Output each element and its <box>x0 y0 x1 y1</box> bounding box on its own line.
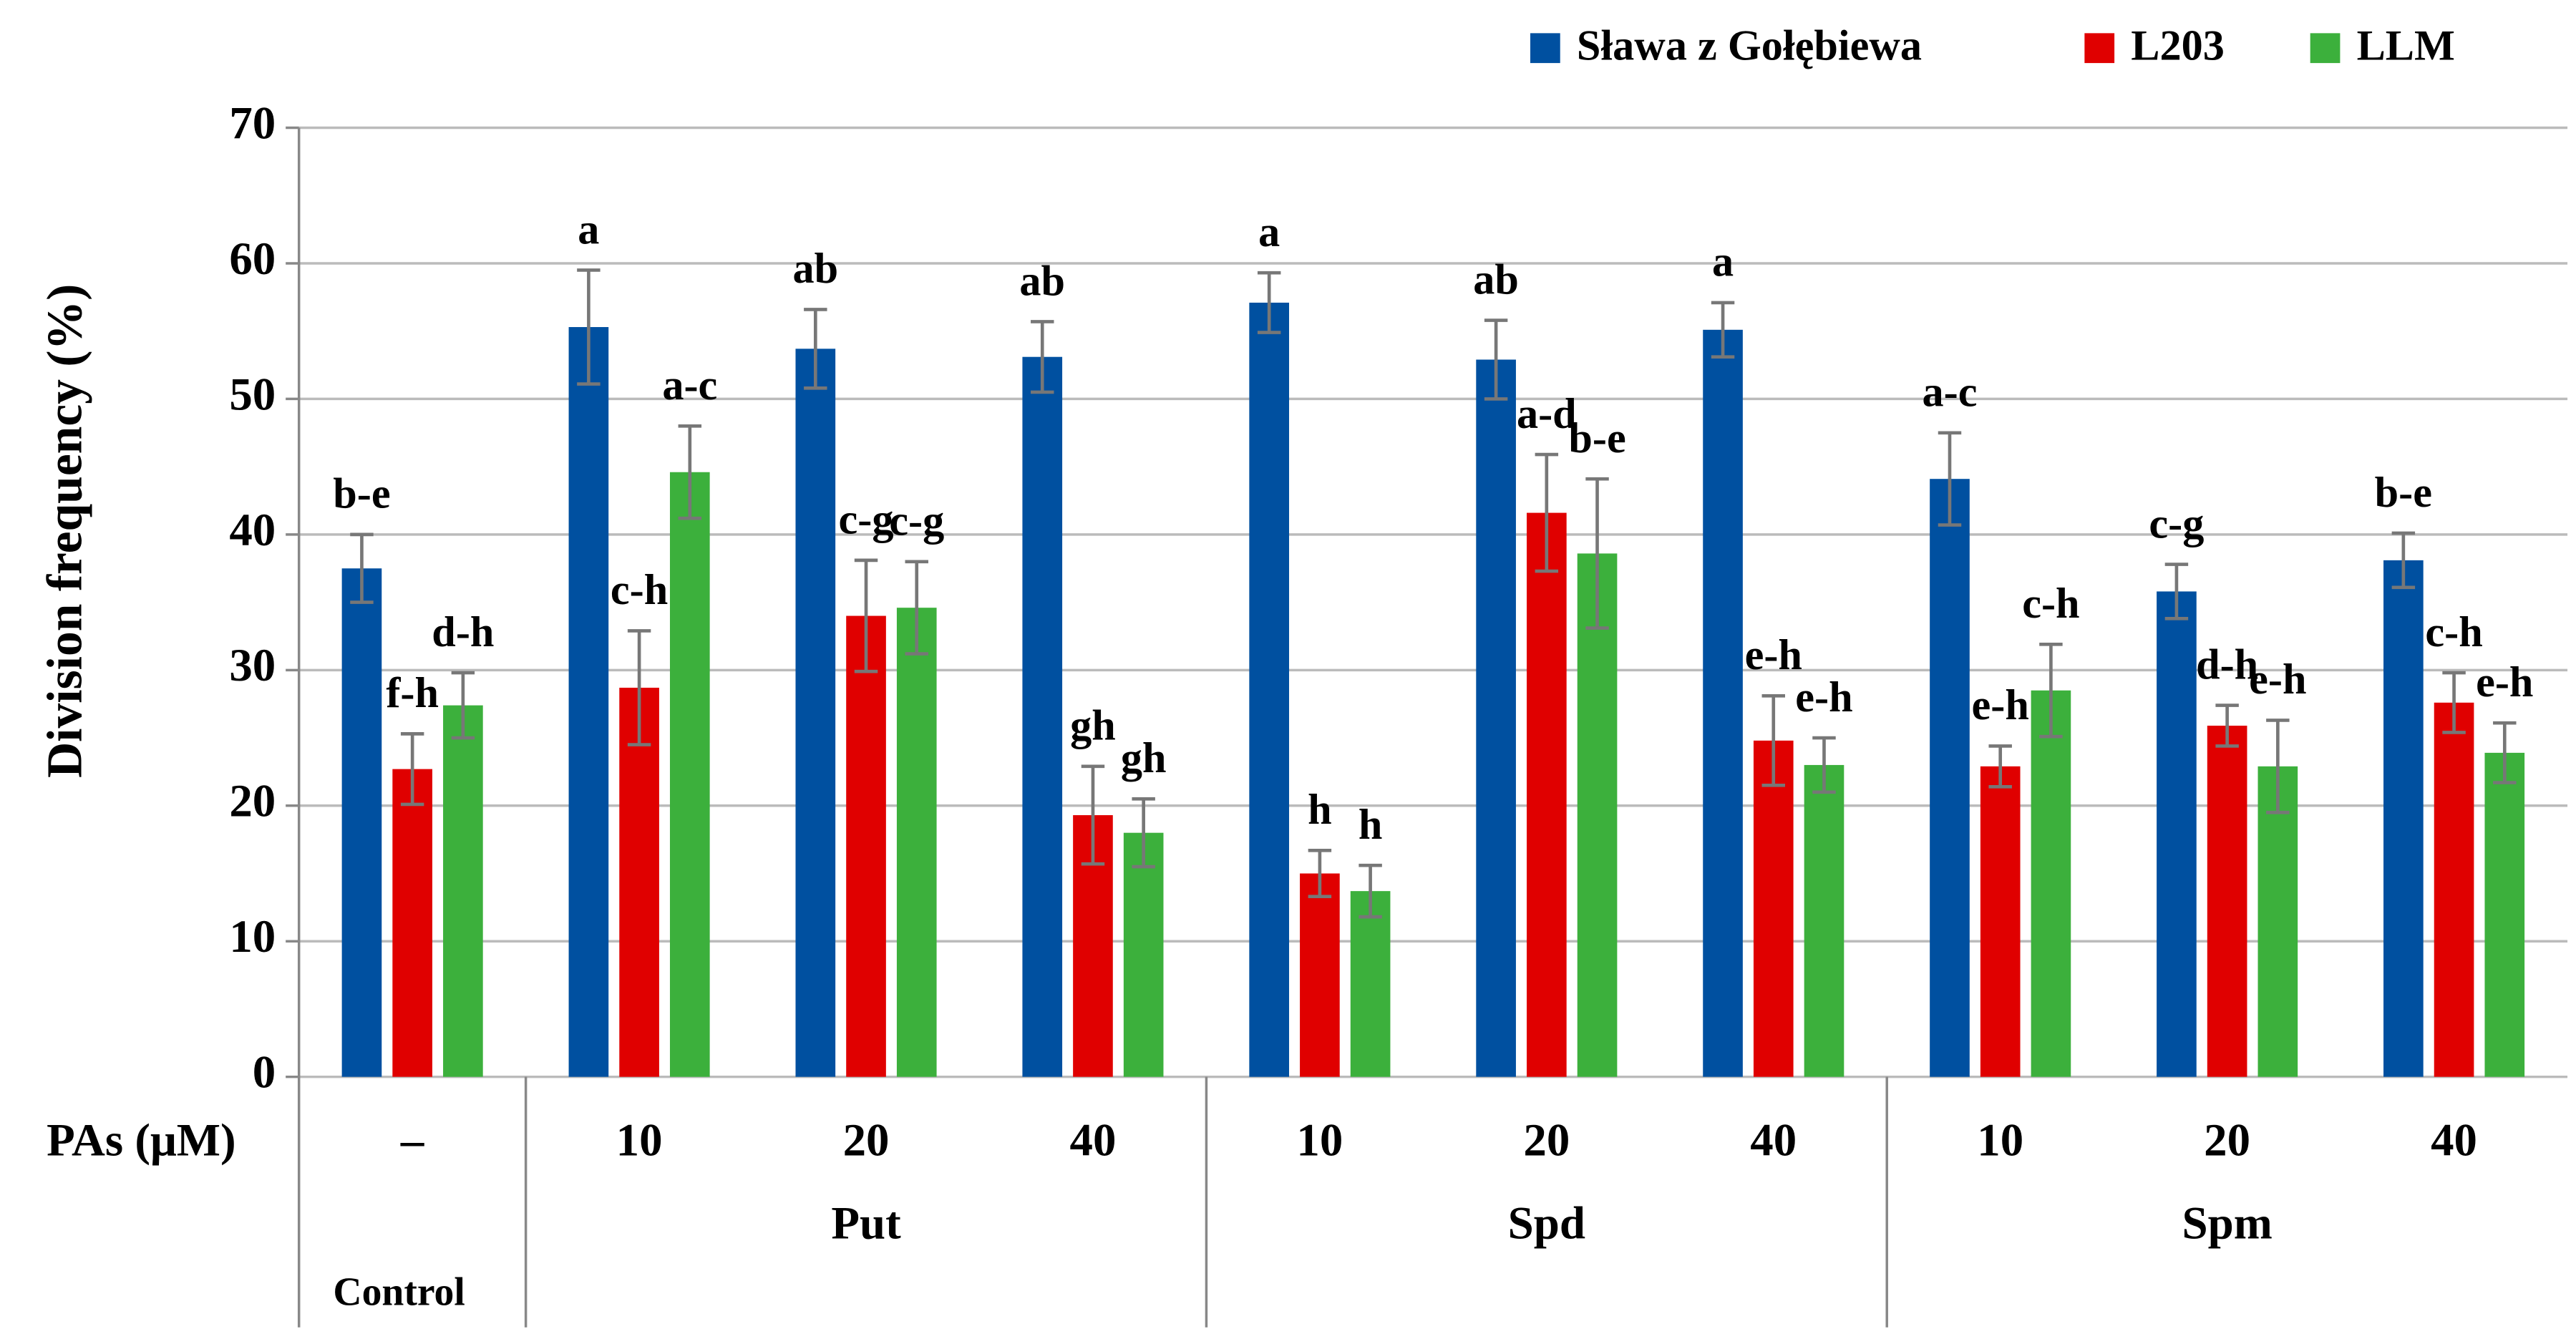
significance-letter: ab <box>792 245 838 293</box>
x-tick-label: 20 <box>843 1115 890 1167</box>
x-row-label: PAs (μM) <box>47 1115 235 1167</box>
significance-letter: c-h <box>2425 608 2482 656</box>
significance-letter: c-h <box>2022 580 2079 628</box>
legend-swatch <box>1530 33 1560 64</box>
x-tick-label: – <box>400 1115 424 1167</box>
bar <box>341 568 382 1077</box>
significance-letter: ab <box>1473 255 1519 303</box>
x-tick-label: 10 <box>1977 1115 2023 1167</box>
bar <box>2257 766 2298 1077</box>
bar <box>1476 359 1516 1077</box>
bar <box>1249 302 1290 1077</box>
significance-letter: c-g <box>889 497 944 545</box>
significance-letter: e-h <box>2476 658 2533 706</box>
y-tick-label: 30 <box>229 640 276 691</box>
significance-letter: a-c <box>1923 369 1978 417</box>
bar <box>1703 329 1743 1077</box>
significance-letter: h <box>1359 801 1383 849</box>
group-label: Spm <box>2182 1198 2273 1250</box>
bar <box>1300 873 1340 1077</box>
significance-letter: d-h <box>432 608 494 656</box>
x-tick-label: 40 <box>2431 1115 2477 1167</box>
significance-letter: b-e <box>333 470 390 518</box>
y-tick-label: 70 <box>229 97 276 149</box>
significance-letter: a <box>1258 208 1280 256</box>
y-tick-label: 50 <box>229 369 276 420</box>
significance-letter: ab <box>1019 257 1065 305</box>
bar <box>2484 752 2525 1077</box>
bar <box>2383 560 2424 1077</box>
significance-letter: e-h <box>1972 681 2029 729</box>
significance-letter: h <box>1308 786 1332 834</box>
bar <box>392 769 432 1077</box>
bar <box>1980 766 2021 1077</box>
x-tick-label: 20 <box>2204 1115 2250 1167</box>
significance-letter: c-h <box>611 566 668 614</box>
x-tick-label: 10 <box>616 1115 663 1167</box>
significance-letter: f-h <box>386 669 439 717</box>
y-tick-label: 10 <box>229 911 276 963</box>
bar <box>1350 891 1391 1077</box>
significance-letter: a <box>1712 238 1734 286</box>
bar <box>1527 512 1567 1077</box>
bar <box>1753 740 1794 1077</box>
significance-letter: c-g <box>839 496 894 544</box>
significance-letter: e-h <box>1745 631 1802 679</box>
bar <box>2031 690 2071 1077</box>
y-axis-label: Division frequency (%) <box>38 284 93 778</box>
bar <box>1022 356 1063 1077</box>
significance-letter: b-e <box>1568 414 1625 462</box>
y-tick-label: 60 <box>229 233 276 285</box>
bar <box>2434 702 2474 1077</box>
bar <box>669 472 710 1077</box>
legend-swatch <box>2084 33 2115 64</box>
significance-letter: b-e <box>2375 469 2432 517</box>
bar <box>2207 726 2247 1077</box>
bar <box>846 615 886 1077</box>
significance-letter: gh <box>1121 734 1167 782</box>
significance-letter: a-d <box>1517 390 1577 438</box>
bar <box>896 608 937 1077</box>
y-tick-label: 40 <box>229 505 276 556</box>
significance-letter: gh <box>1070 702 1116 750</box>
bar <box>1577 553 1618 1077</box>
x-tick-label: 40 <box>1070 1115 1117 1167</box>
group-label: Put <box>831 1198 901 1250</box>
group-label: Spd <box>1508 1198 1585 1250</box>
bar <box>568 327 609 1077</box>
x-tick-label: 40 <box>1750 1115 1797 1167</box>
legend-label: LLM <box>2357 21 2455 69</box>
bar <box>443 705 483 1077</box>
y-tick-label: 20 <box>229 776 276 827</box>
x-tick-label: 20 <box>1523 1115 1570 1167</box>
bar <box>1804 764 1844 1077</box>
legend-label: L203 <box>2131 21 2225 69</box>
significance-letter: d-h <box>2196 641 2258 688</box>
bar <box>1930 479 1970 1077</box>
significance-letter: e-h <box>1795 673 1852 721</box>
bar <box>619 687 659 1077</box>
bar <box>795 349 836 1077</box>
significance-letter: c-g <box>2149 500 2204 547</box>
significance-letter: a-c <box>662 361 717 409</box>
legend-label: Sława z Gołębiewa <box>1577 21 1922 69</box>
significance-letter: e-h <box>2249 656 2306 703</box>
group-label: Control <box>333 1270 465 1314</box>
x-tick-label: 10 <box>1296 1115 1343 1167</box>
bar <box>1123 832 1164 1077</box>
significance-letter: a <box>578 205 599 253</box>
y-tick-label: 0 <box>253 1047 276 1099</box>
legend-swatch <box>2310 33 2341 64</box>
bar <box>2157 591 2197 1077</box>
